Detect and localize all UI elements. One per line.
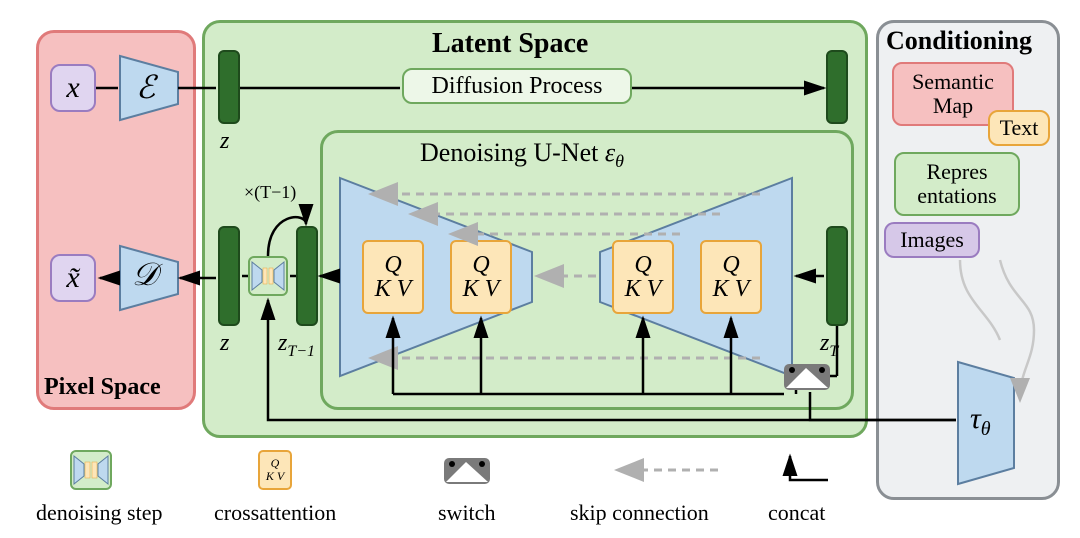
legend-concat-icon: [0, 0, 1080, 538]
legend-concat-label: concat: [768, 500, 825, 526]
diagram-root: Pixel Space Latent Space Conditioning x …: [0, 0, 1080, 538]
